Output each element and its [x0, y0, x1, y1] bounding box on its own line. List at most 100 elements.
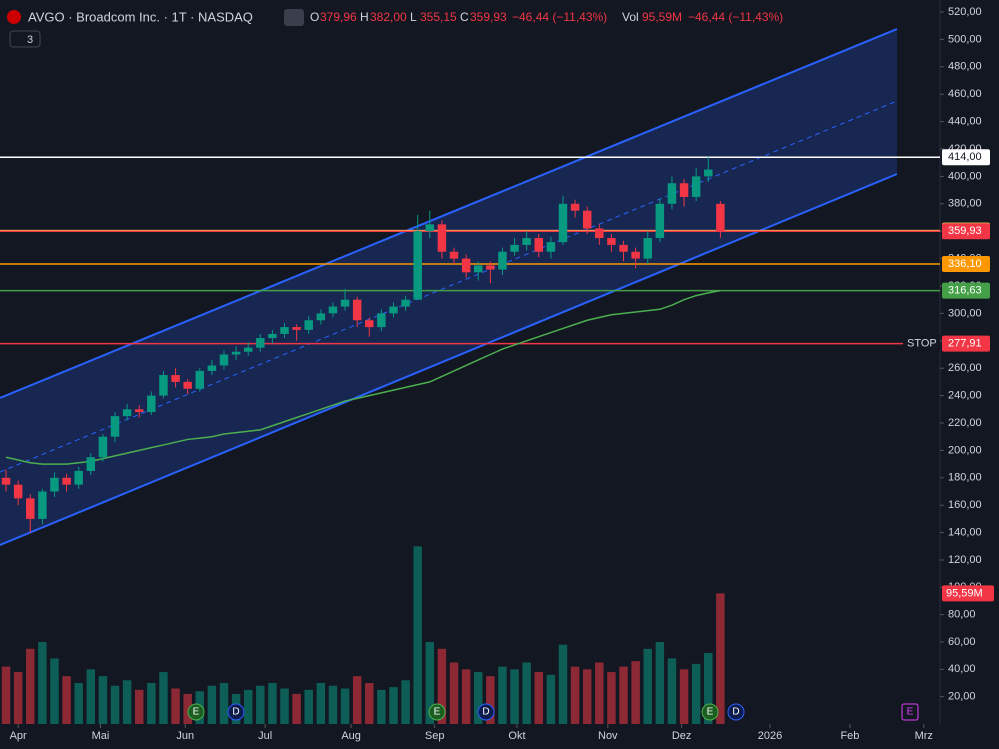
y-tick-label: 220,00 — [948, 417, 982, 429]
x-tick-label: Apr — [10, 730, 27, 742]
candle-body — [147, 395, 156, 413]
candle-body — [534, 238, 544, 252]
stop-tag — [903, 335, 940, 352]
change: −46,44 (−11,43%) — [512, 10, 607, 24]
volume-bar — [643, 648, 652, 724]
volume-tick-label: 20,00 — [948, 691, 976, 703]
ohlc-value: 355,15 — [420, 10, 457, 24]
logo — [7, 10, 21, 24]
volume-bar — [704, 652, 713, 724]
y-tick-label: 520,00 — [948, 6, 982, 18]
candle-body — [401, 299, 410, 307]
y-tick-label: 140,00 — [948, 527, 982, 539]
volume-bar — [98, 676, 108, 724]
candle-body — [122, 409, 132, 417]
event-label: E — [707, 707, 714, 718]
candle-body — [280, 327, 289, 334]
volume-bar — [13, 672, 23, 724]
volume-bar — [183, 693, 192, 724]
event-label: D — [482, 707, 489, 718]
volume-bar — [74, 683, 83, 724]
candle-body — [498, 251, 507, 270]
x-tick-label: Feb — [840, 730, 859, 742]
volume-bar — [62, 676, 71, 724]
candle-body — [340, 299, 350, 307]
volume-bar — [667, 658, 677, 724]
event-marker — [701, 703, 719, 721]
price-tag-label: 414,00 — [948, 151, 982, 163]
volume-bar — [607, 672, 616, 724]
candle-body — [546, 242, 556, 252]
volume-bar — [546, 674, 556, 724]
y-tick-label: 460,00 — [948, 88, 982, 100]
volume-bar — [619, 666, 628, 724]
header: AVGO · Broadcom Inc. · 1T · NASDAQ 3 — [7, 9, 304, 48]
volume-bar — [50, 658, 59, 724]
volume-key: Vol — [622, 10, 639, 24]
x-tick-label: Nov — [598, 730, 618, 742]
candle-body — [231, 351, 241, 355]
candle-body — [304, 320, 313, 330]
event-marker — [477, 703, 495, 721]
candle-body — [631, 251, 640, 259]
volume-bar — [461, 669, 471, 724]
volume-bar — [558, 644, 568, 724]
candle-body — [26, 498, 35, 519]
candle-body — [389, 306, 398, 314]
candle-body — [558, 203, 568, 243]
ohlc-key: H — [360, 10, 369, 24]
candle-body — [13, 484, 23, 499]
volume-bar — [316, 683, 326, 724]
volume-bar — [413, 546, 422, 724]
candle-body — [570, 203, 580, 211]
volume-bar — [1, 666, 11, 724]
x-tick-label: Aug — [341, 730, 361, 742]
ohlc-value: 382,00 — [370, 10, 407, 24]
volume-bar — [256, 685, 265, 724]
volume-bar — [474, 672, 483, 724]
candle-body — [365, 320, 374, 328]
candle-body — [1, 477, 11, 485]
volume-bar — [86, 669, 96, 724]
volume-tick-label: 60,00 — [948, 636, 976, 648]
indicator-toggle[interactable] — [9, 30, 41, 48]
x-tick-label: Sep — [425, 730, 445, 742]
toggle[interactable] — [284, 9, 304, 26]
ohlc-value: 359,93 — [470, 10, 507, 24]
candle-body — [522, 238, 531, 245]
ohlc-key: L — [410, 10, 417, 24]
y-tick-label: 300,00 — [948, 307, 982, 319]
event-label: E — [907, 707, 914, 718]
x-tick-label: Jun — [176, 730, 194, 742]
candle-body — [243, 347, 253, 352]
volume-bar — [207, 685, 217, 724]
candle-body — [643, 238, 652, 259]
candle-body — [74, 470, 83, 485]
channel-lower — [0, 173, 898, 546]
stop-label: STOP — [907, 338, 937, 350]
volume-bar — [437, 648, 447, 724]
volume-tick-label: 120,00 — [948, 554, 982, 566]
candle-body — [655, 203, 665, 239]
event-marker — [727, 703, 745, 721]
candle-body — [486, 265, 495, 270]
y-tick-label: 480,00 — [948, 61, 982, 73]
volume-bar — [449, 662, 459, 724]
volume-bar — [510, 669, 519, 724]
volume-bar — [716, 593, 725, 724]
volume-bar — [401, 680, 410, 724]
volume-bar — [292, 693, 301, 724]
volume-bar — [38, 642, 47, 724]
y-tick-label: 260,00 — [948, 362, 982, 374]
price-tag-label: 359,93 — [948, 225, 982, 237]
channel-fill — [0, 29, 897, 545]
candle-body — [582, 210, 592, 229]
price-tag — [942, 223, 990, 240]
volume-bar — [134, 689, 144, 724]
candle-body — [98, 436, 108, 458]
volume-bar — [631, 661, 640, 724]
symbol-title: AVGO · Broadcom Inc. · 1T · NASDAQ — [28, 9, 253, 24]
volume-bar — [147, 683, 156, 724]
candle-body — [134, 409, 144, 413]
